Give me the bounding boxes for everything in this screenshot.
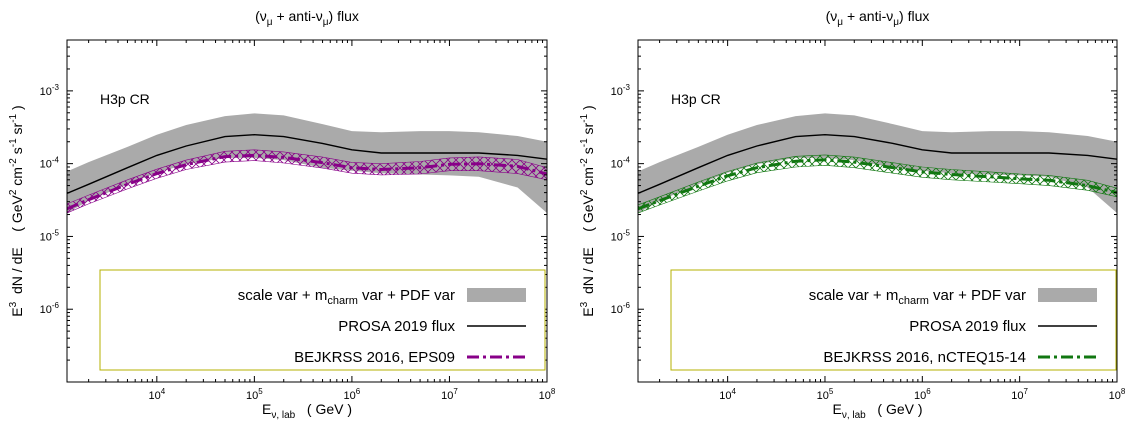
y-tick-label: 10-4 xyxy=(40,156,60,171)
y-tick-label: 10-3 xyxy=(611,83,631,98)
y-tick-label: 10-5 xyxy=(40,228,60,243)
annotation-label: H3p CR xyxy=(671,91,721,107)
series-bejkrss-2016-ncteq15-14-band xyxy=(638,154,1117,214)
x-axis-label: Eν, lab ( GeV ) xyxy=(832,401,922,421)
x-tick-label: 104 xyxy=(148,387,165,402)
y-tick-label: 10-6 xyxy=(611,301,631,316)
plot-frame xyxy=(66,39,548,383)
series-prosa-2019-flux-line xyxy=(67,133,547,195)
legend-swatch-band xyxy=(467,288,526,302)
y-tick-label: 10-3 xyxy=(40,83,60,98)
x-tick-label: 106 xyxy=(344,387,361,402)
series-bejkrss-2016-eps09-line xyxy=(67,153,547,211)
legend-box xyxy=(99,269,546,371)
x-tick-label: 105 xyxy=(246,387,263,402)
y-tick-label: 10-6 xyxy=(40,301,60,316)
chart-title: (νμ + anti-νμ) flux xyxy=(826,8,930,28)
x-tick-label: 106 xyxy=(914,387,931,402)
panel-2: 104 105 106 107 108 10-6 10-5 10-4 10-3 (νμ + ant… xyxy=(579,8,1126,421)
plot-frame xyxy=(637,39,1118,383)
panel-1: 104 105 106 107 108 10-6 10-5 10-4 10-3 (νμ + ant… xyxy=(8,8,556,421)
series-bejkrss-2016-ncteq15-14-line xyxy=(638,158,1117,211)
legend-label: scale var + mcharm var + PDF var xyxy=(809,287,1026,307)
legend-box xyxy=(670,269,1117,371)
legend-label: scale var + mcharm var + PDF var xyxy=(238,287,455,307)
x-tick-label: 107 xyxy=(441,387,458,402)
legend-swatch-band xyxy=(1038,288,1097,302)
legend-label: BEJKRSS 2016, nCTEQ15-14 xyxy=(823,349,1026,366)
y-tick-label: 10-4 xyxy=(611,156,631,171)
plot-area xyxy=(638,113,1117,214)
x-tick-label: 108 xyxy=(1109,387,1126,402)
chart-title: (νμ + anti-νμ) flux xyxy=(255,8,359,28)
legend-label: BEJKRSS 2016, EPS09 xyxy=(294,349,455,366)
plot-area xyxy=(67,113,547,214)
x-tick-label: 107 xyxy=(1011,387,1028,402)
series-prosa-2019-flux-line xyxy=(638,133,1117,195)
x-tick-label: 105 xyxy=(817,387,834,402)
y-tick-label: 10-5 xyxy=(611,228,631,243)
x-axis-label: Eν, lab ( GeV ) xyxy=(262,401,352,421)
x-tick-label: 104 xyxy=(719,387,736,402)
annotation-label: H3p CR xyxy=(100,91,150,107)
x-tick-label: 108 xyxy=(539,387,556,402)
y-axis-label: E3 dN / dE ( GeV2 cm-2 s-1 sr-1 ) xyxy=(8,105,25,316)
legend-label: PROSA 2019 flux xyxy=(909,318,1026,335)
y-axis-label: E3 dN / dE ( GeV2 cm-2 s-1 sr-1 ) xyxy=(579,105,596,316)
legend-label: PROSA 2019 flux xyxy=(338,318,455,335)
